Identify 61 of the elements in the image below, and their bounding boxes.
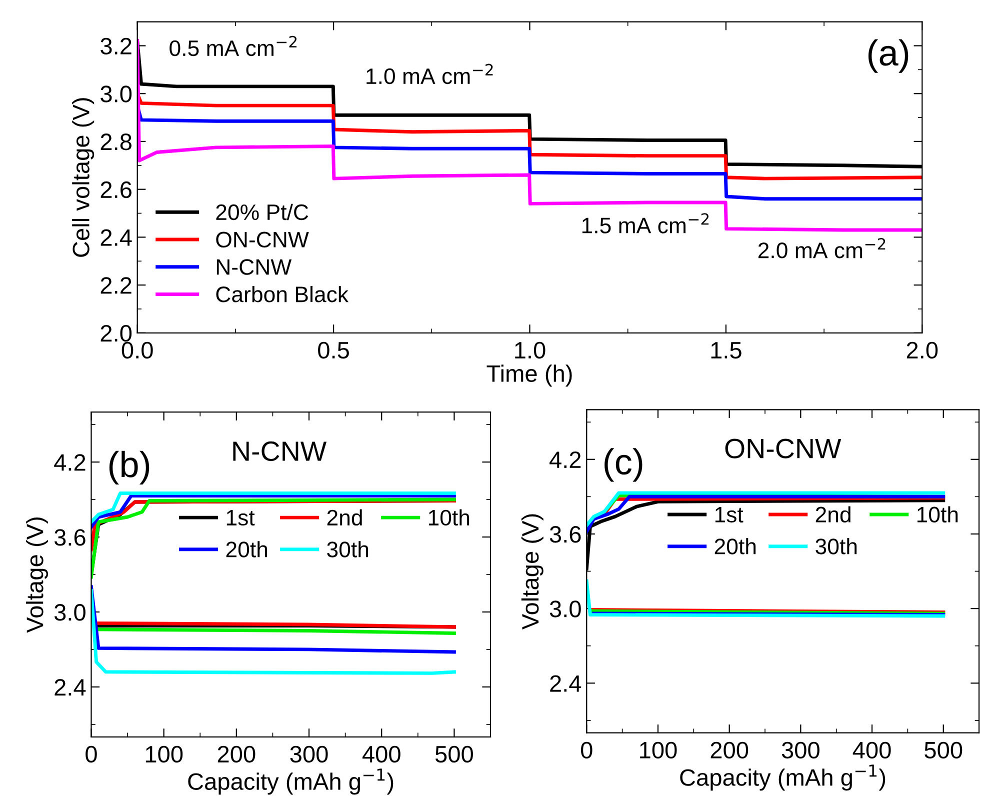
legend-label: 30th (327, 541, 368, 558)
y-tick-label: 4.2 (550, 451, 581, 468)
y-axis-title: Voltage (V) (26, 518, 48, 633)
x-axis-title: Capacity (mAh g$^{−1}$) (188, 768, 394, 795)
x-tick-label: 0 (580, 742, 592, 759)
legend-label: 20th (714, 538, 756, 554)
x-tick-label: 400 (362, 746, 400, 763)
x-axis-title: Time (h) (486, 364, 572, 387)
y-tick-label: 3.0 (550, 600, 581, 618)
y-axis-title: Cell voltage (V) (72, 98, 94, 257)
legend-label: 1st (715, 507, 744, 523)
legend-label: N-CNW (216, 259, 292, 275)
y-tick-label: 3.2 (100, 38, 132, 55)
annotation: 1.5 mA cm$^{−2}$ (582, 213, 709, 234)
text: N-CNW (233, 441, 327, 462)
annotation: (a) (868, 39, 908, 73)
y-tick-label: 2.2 (100, 277, 132, 294)
x-tick-label: 400 (852, 742, 891, 759)
y-tick-label: 2.4 (100, 229, 132, 246)
x-tick-label: 100 (640, 742, 677, 759)
legend-label: 2nd (816, 506, 850, 523)
x-axis-title: Capacity (mAh g$^{−1}$) (680, 764, 886, 791)
y-tick-label: 3.0 (100, 86, 132, 102)
x-tick-label: 0.0 (122, 342, 153, 359)
y-tick-label: 2.8 (100, 134, 132, 150)
annotation: 2.0 mA cm$^{−2}$ (758, 238, 886, 258)
x-tick-label: 500 (435, 746, 473, 763)
legend-label: 10th (917, 506, 958, 523)
annotation: (b) (109, 450, 150, 485)
legend-label: 10th (428, 509, 470, 526)
x-tick-label: 300 (782, 742, 820, 759)
legend-label: Carbon Black (216, 286, 349, 302)
y-tick-label: 3.6 (54, 529, 86, 546)
y-tick-label: 3.6 (550, 526, 581, 543)
x-tick-label: 100 (146, 746, 183, 763)
x-tick-label: 0 (86, 746, 97, 763)
legend-label: 20% Pt/C (216, 204, 308, 220)
x-tick-label: 1.0 (515, 342, 546, 359)
legend-label: ON-CNW (216, 232, 309, 248)
y-tick-label: 2.4 (550, 675, 582, 692)
y-tick-label: 2.0 (100, 324, 132, 342)
x-tick-label: 200 (710, 742, 748, 759)
x-tick-label: 2.0 (906, 342, 938, 359)
x-tick-label: 0.5 (318, 342, 349, 359)
y-axis-title: Voltage (V) (521, 514, 544, 630)
x-tick-label: 1.5 (711, 342, 742, 359)
legend-label: 1st (226, 510, 255, 526)
y-tick-label: 2.6 (100, 181, 132, 198)
text: ON-CNW (725, 438, 842, 458)
legend-label: 20th (226, 541, 268, 558)
annotation: 1.0 mA cm$^{−2}$ (366, 64, 493, 84)
legend-label: 2nd (327, 509, 362, 526)
y-tick-label: 3.0 (54, 604, 86, 621)
x-tick-label: 500 (924, 742, 962, 759)
annotation: (c) (604, 448, 642, 482)
x-tick-label: 200 (218, 746, 256, 763)
y-tick-label: 4.2 (54, 454, 86, 471)
y-tick-label: 2.4 (54, 678, 86, 696)
x-tick-label: 300 (290, 746, 328, 763)
legend-label: 30th (816, 538, 857, 554)
annotation: 0.5 mA cm$^{−2}$ (170, 36, 297, 56)
